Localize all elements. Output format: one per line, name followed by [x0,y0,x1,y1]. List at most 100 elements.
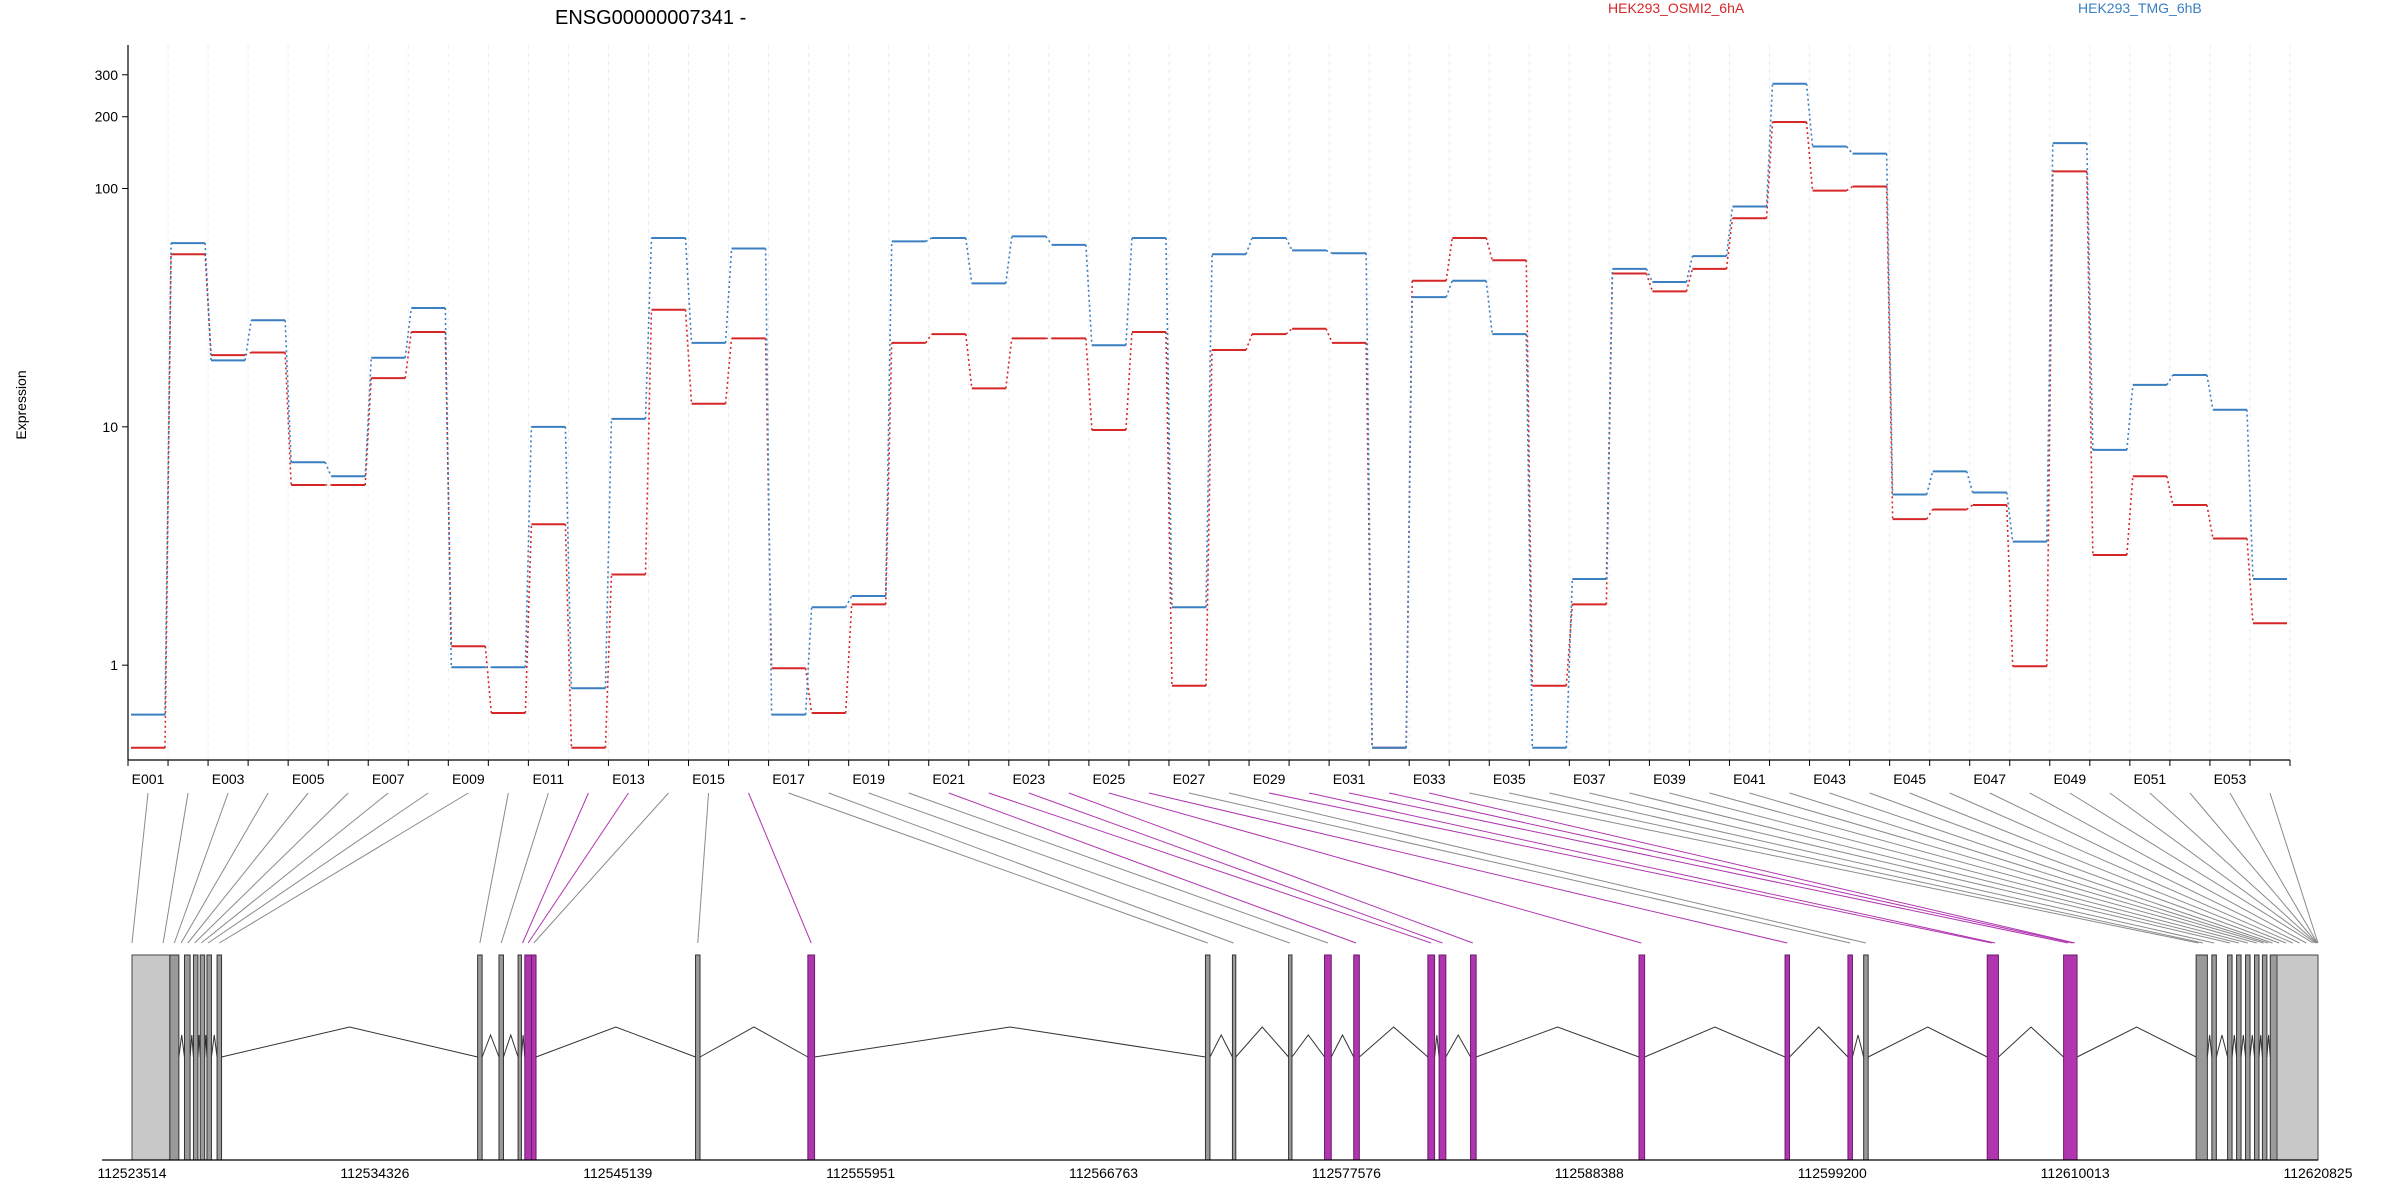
series-connector [1405,297,1413,748]
x-tick-label: E053 [2214,771,2247,787]
series-connector [1966,504,1974,511]
intron-line [1998,1026,2064,1058]
series-connector [1125,331,1133,431]
genomic-coordinate-label: 112610013 [2041,1165,2110,1181]
series-connector [1805,83,1814,147]
series-connector [1165,237,1173,608]
y-tick-label: 10 [102,419,118,435]
bin-connector [1108,792,1642,944]
intron-line [189,1034,194,1058]
intron-line [2215,1034,2229,1058]
series-connector [2005,492,2014,542]
intron-line [520,1034,526,1058]
exon [192,954,199,1161]
highlighted-exon [2063,954,2078,1161]
intron-line [814,1026,1206,1058]
series-connector [1205,254,1213,608]
bin-connector [908,792,1329,944]
bin-connector [1629,792,2239,944]
series-connector [1485,280,1494,335]
series-connector [2166,374,2174,386]
highlighted-exon [807,954,816,1161]
series-connector [404,307,413,358]
intron-line [699,1026,809,1058]
bin-connector [1268,792,1992,944]
legend-series-1: HEK293_OSMI2_6hA [1608,0,1745,16]
series-connector [284,320,292,463]
exon [2261,954,2268,1161]
series-connector [1565,578,1574,748]
series-connector [1805,121,1814,191]
intron-line [1644,1026,1786,1058]
x-tick-label: E031 [1333,771,1366,787]
bin-connector [2029,792,2307,944]
x-tick-label: E019 [852,771,885,787]
bin-connector [1709,792,2257,944]
series-connector [884,241,893,597]
highlighted-exon [1986,954,1999,1161]
intron-line [481,1033,500,1058]
bin-connector [948,792,1357,944]
y-tick-label: 1 [110,657,118,673]
series-connector [1325,249,1333,254]
bin-connector [1068,792,1473,944]
x-tick-label: E033 [1413,771,1446,787]
utr-exon [131,954,171,1161]
series-connector [644,237,653,419]
highlighted-exon [531,954,537,1161]
bin-connector [2269,792,2319,944]
genomic-coordinate-label: 112523514 [97,1165,166,1181]
exon-connectors [131,792,2319,944]
genomic-coordinate-label: 112534326 [340,1165,409,1181]
series-2 [131,82,2287,749]
x-tick-label: E039 [1653,771,1686,787]
series-connector [925,237,933,243]
bin-connector [1509,792,2203,944]
x-axis: E001 E003 E005 E007 E009 E011 E013 E015 E017 E019… [127,759,2291,787]
x-tick-label: E005 [292,771,325,787]
series-connector [2126,476,2134,556]
x-tick-label: E011 [533,771,565,787]
bin-connector [748,792,812,944]
series-connector [964,333,973,389]
intron-line [1445,1033,1471,1058]
series-connector [884,342,893,605]
bin-connector [697,792,710,944]
x-tick-label: E027 [1173,771,1206,787]
series-connector [284,352,292,486]
series-connector [844,604,853,714]
utr-exon [2276,954,2319,1161]
bin-connector [533,792,669,944]
bin-connector [1429,792,2075,944]
y-tick-label: 300 [95,67,119,83]
intron-line [1330,1033,1355,1058]
series-connector [484,646,493,714]
exon [2211,954,2217,1161]
series-connector [2005,504,2014,667]
gene-model [131,954,2319,1161]
x-tick-label: E041 [1733,771,1766,787]
x-tick-label: E045 [1893,771,1926,787]
series-connector [524,524,533,714]
exon [2269,954,2278,1161]
series-connector [1525,334,1534,748]
series-connector [404,331,413,379]
bin-connector [500,792,549,944]
bin-connector [162,792,189,944]
bin-connector [2229,792,2318,944]
exon [1863,954,1869,1161]
exon [183,954,191,1161]
series-connector [644,309,653,575]
intron-line [2249,1034,2256,1058]
exon [216,954,223,1161]
x-tick-label: E003 [212,771,245,787]
highlighted-exon [1427,954,1436,1161]
exon [1288,954,1293,1161]
bin-connector [2109,792,2316,944]
series-connector [2246,409,2254,579]
intron-line [1434,1034,1440,1058]
gene-title: ENSG00000007341 - [555,7,746,29]
exon [477,954,483,1161]
series-connector [1965,471,1974,493]
